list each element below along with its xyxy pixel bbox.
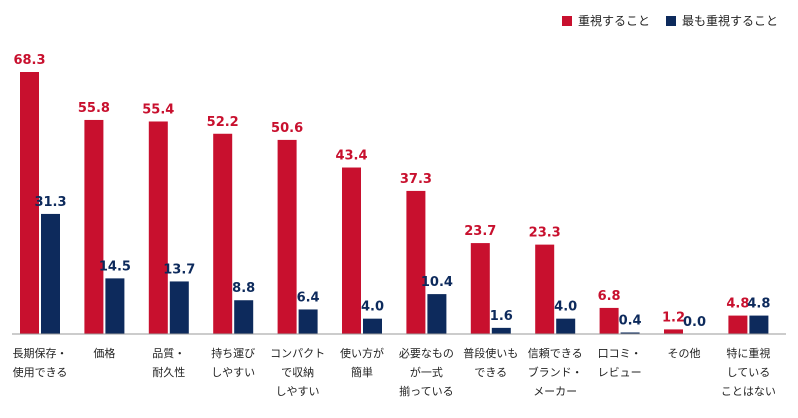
data-label-1-12: 4.8 [726,297,749,312]
bar-1-5 [277,139,297,334]
data-label-1-3: 55.4 [142,102,174,117]
x-tick-label-4-1: 持ち運び [211,346,255,360]
bar-1-12 [728,315,748,334]
data-label-2-9: 4.0 [554,300,577,315]
x-tick-label-10-2: レビュー [598,366,642,379]
x-tick-label-6-1: 使い方が [340,346,384,360]
bar-2-7 [427,294,447,334]
data-label-1-10: 6.8 [598,289,621,304]
data-label-1-2: 55.8 [78,101,110,116]
legend-item-series-2: 最も重視すること [665,12,778,29]
x-tick-label-7-1: 必要なもの [399,347,454,360]
data-label-1-6: 43.4 [335,149,367,164]
x-tick-label-9-2: ブランド・ [528,365,583,379]
x-tick-label-3-2: 耐久性 [152,365,185,379]
x-tick-label-10-1: 口コミ・ [598,347,642,360]
bar-2-2 [105,278,125,334]
data-label-1-9: 23.3 [529,226,561,241]
data-label-2-1: 31.3 [34,195,66,210]
x-tick-label-12-2: している [727,366,771,379]
x-tick-label-12-1: 特に重視 [726,346,770,360]
data-label-2-11: 0.0 [683,315,706,330]
bar-1-7 [406,190,426,334]
bar-2-9 [556,318,576,334]
x-tick-label-8-2: できる [474,366,507,379]
bar-2-1 [41,213,60,334]
data-label-1-11: 1.2 [662,310,685,325]
legend-swatch-series-2 [665,15,676,26]
legend-item-series-1: 重視すること [561,12,650,29]
x-tick-label-1-1: 長期保存・ [13,346,68,360]
x-tick-label-5-3: しやすい [276,385,320,398]
x-tick-label-2-1: 価格 [93,346,115,360]
x-tick-label-9-1: 信頼できる [528,347,583,360]
data-label-2-2: 14.5 [99,259,131,274]
x-tick-label-1-2: 使用できる [13,366,68,379]
bar-1-6 [342,167,361,334]
bar-1-4 [213,133,233,334]
x-tick-label-5-2: で収納 [281,366,314,379]
x-tick-label-7-2: が一式 [410,365,443,379]
data-label-1-7: 37.3 [400,172,432,187]
data-label-2-3: 13.7 [163,262,195,277]
bar-1-9 [535,244,555,334]
x-tick-label-7-3: 揃っている [399,385,453,398]
data-label-2-4: 8.8 [232,281,255,296]
x-tick-label-6-2: 簡単 [351,365,373,379]
data-label-1-5: 50.6 [271,121,303,136]
data-label-1-8: 23.7 [464,224,496,239]
bar-2-3 [169,281,189,334]
bar-2-12 [749,315,769,334]
data-label-2-10: 0.4 [619,313,642,328]
data-label-2-5: 6.4 [297,290,320,305]
x-tick-label-11-1: その他 [668,347,701,360]
bar-1-8 [470,243,490,334]
legend: 重視すること 最も重視すること [561,12,778,29]
legend-swatch-series-1 [561,15,572,26]
bar-2-5 [298,309,318,334]
x-tick-label-12-3: ことはない [721,385,776,398]
bar-1-1 [20,72,39,334]
legend-label-series-1: 重視すること [577,14,650,28]
x-tick-label-3-1: 品質・ [152,346,185,360]
data-label-1-1: 68.3 [13,53,45,68]
bar-1-3 [148,121,168,335]
data-label-2-12: 4.8 [747,297,770,312]
data-label-2-7: 10.4 [421,275,453,290]
legend-label-series-2: 最も重視すること [681,14,778,28]
bar-1-10 [599,307,619,334]
x-tick-label-8-1: 普段使いも [463,346,518,360]
bar-2-10 [620,332,640,334]
bar-2-8 [491,327,511,334]
x-tick-label-4-2: しやすい [211,366,255,379]
data-label-2-6: 4.0 [361,300,384,315]
x-tick-label-5-1: コンパクト [270,347,325,360]
bar-2-4 [234,300,254,334]
bar-1-11 [664,329,683,334]
x-tick-label-9-3: メーカー [533,385,577,398]
bar-2-6 [363,318,382,334]
data-label-1-4: 52.2 [207,115,239,130]
data-label-2-8: 1.6 [490,309,513,324]
bar-1-2 [84,119,104,334]
